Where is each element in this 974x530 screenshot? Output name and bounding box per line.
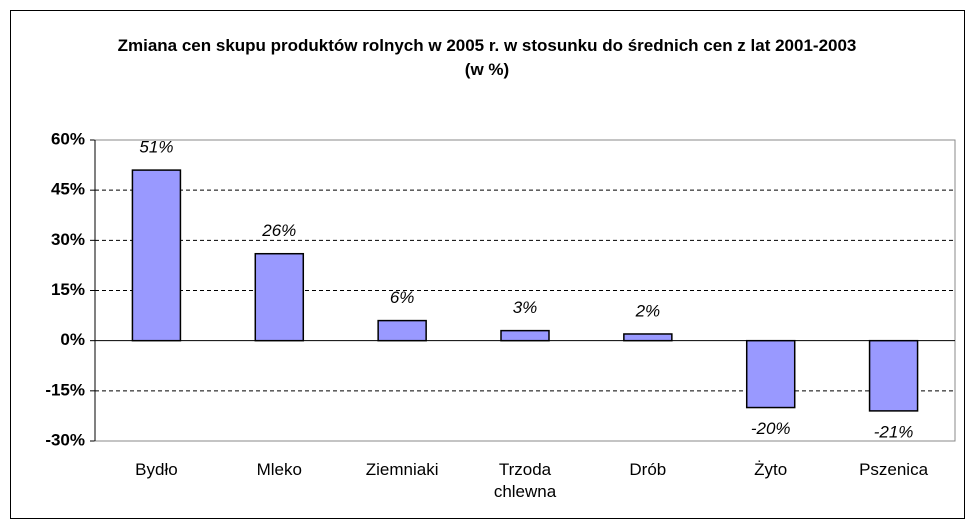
- bar: [745, 339, 796, 409]
- bar: [868, 339, 919, 412]
- y-tick-label: 30%: [51, 230, 85, 249]
- y-tick-label: 45%: [51, 180, 85, 199]
- x-tick-label: Mleko: [256, 460, 302, 479]
- y-tick-label: 0%: [60, 330, 85, 349]
- bar: [623, 333, 673, 342]
- data-label: -20%: [751, 419, 791, 438]
- y-tick-label: 15%: [51, 280, 85, 299]
- x-tick-label: Trzoda chlewna: [493, 460, 557, 501]
- x-tick-label: Żyto: [754, 460, 788, 479]
- data-label: -21%: [874, 422, 914, 441]
- chart-title: Zmiana cen skupu produktów rolnych w 200…: [117, 36, 857, 79]
- y-tick-label: 60%: [51, 129, 85, 148]
- chart-border: [10, 10, 965, 519]
- x-tick-label: Drób: [629, 460, 667, 479]
- data-label: 51%: [139, 138, 173, 157]
- bar: [254, 252, 305, 342]
- data-label: 6%: [390, 288, 415, 307]
- y-tick-label: -15%: [45, 380, 85, 399]
- bar: [131, 169, 182, 342]
- x-tick-label: Ziemniaki: [365, 460, 439, 479]
- y-tick-label: -30%: [45, 430, 85, 449]
- x-tick-label: Pszenica: [859, 460, 929, 479]
- bar: [377, 319, 427, 342]
- data-label: 2%: [635, 301, 661, 320]
- x-tick-label: Bydło: [135, 460, 178, 479]
- data-label: 26%: [261, 221, 296, 240]
- data-label: 3%: [513, 298, 538, 317]
- bar: [500, 329, 550, 342]
